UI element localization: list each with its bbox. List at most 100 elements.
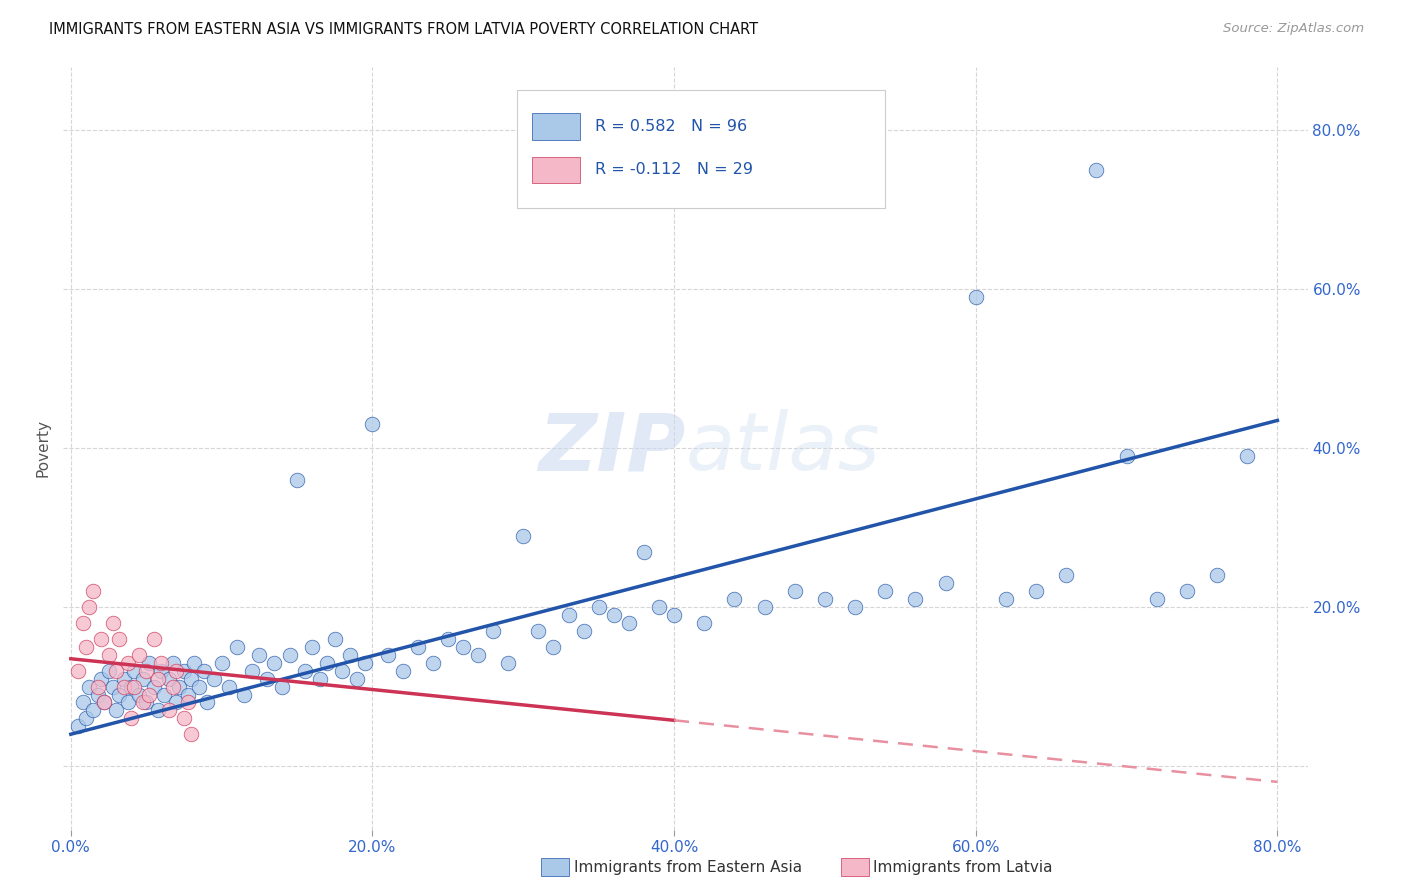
Point xyxy=(117,656,139,670)
Point xyxy=(148,703,170,717)
Point xyxy=(195,695,218,709)
Point xyxy=(512,528,534,542)
Point xyxy=(90,672,112,686)
Point xyxy=(87,680,110,694)
Point xyxy=(316,656,339,670)
Point xyxy=(67,664,90,678)
Point xyxy=(105,703,128,717)
Bar xyxy=(533,113,579,140)
Point xyxy=(138,656,160,670)
Point xyxy=(77,600,100,615)
Point xyxy=(723,592,745,607)
Point xyxy=(339,648,361,662)
Point xyxy=(323,632,346,646)
Point xyxy=(97,648,120,662)
Point xyxy=(467,648,489,662)
Point xyxy=(572,624,595,638)
Point xyxy=(346,672,368,686)
Y-axis label: Poverty: Poverty xyxy=(35,419,51,477)
Point xyxy=(117,695,139,709)
Text: R = -0.112   N = 29: R = -0.112 N = 29 xyxy=(595,162,752,178)
Point xyxy=(965,290,987,304)
Point xyxy=(142,680,165,694)
Point xyxy=(648,600,671,615)
Point xyxy=(67,719,90,733)
Point xyxy=(108,632,131,646)
Text: Source: ZipAtlas.com: Source: ZipAtlas.com xyxy=(1223,22,1364,36)
Text: ZIP: ZIP xyxy=(538,409,686,487)
Point xyxy=(1054,568,1077,582)
Point xyxy=(330,664,353,678)
Text: IMMIGRANTS FROM EASTERN ASIA VS IMMIGRANTS FROM LATVIA POVERTY CORRELATION CHART: IMMIGRANTS FROM EASTERN ASIA VS IMMIGRAN… xyxy=(49,22,758,37)
Point xyxy=(97,664,120,678)
Point xyxy=(112,672,135,686)
Point xyxy=(422,656,444,670)
Point xyxy=(75,640,97,654)
Point xyxy=(225,640,247,654)
Point xyxy=(218,680,240,694)
Point xyxy=(603,608,626,623)
Text: atlas: atlas xyxy=(686,409,880,487)
Point xyxy=(633,544,655,558)
Point xyxy=(177,688,200,702)
Point xyxy=(482,624,505,638)
Point xyxy=(377,648,399,662)
Point xyxy=(162,656,184,670)
Point xyxy=(202,672,225,686)
Point xyxy=(754,600,776,615)
Point xyxy=(183,656,205,670)
Point xyxy=(256,672,278,686)
Point xyxy=(108,688,131,702)
Point xyxy=(180,672,202,686)
Point xyxy=(122,664,145,678)
Point xyxy=(101,680,124,694)
Point xyxy=(496,656,519,670)
FancyBboxPatch shape xyxy=(517,90,884,208)
Point xyxy=(157,672,180,686)
Point xyxy=(138,688,160,702)
Point xyxy=(157,703,180,717)
Bar xyxy=(533,156,579,183)
Point xyxy=(301,640,323,654)
Point xyxy=(93,695,115,709)
Point xyxy=(165,664,187,678)
Text: R = 0.582   N = 96: R = 0.582 N = 96 xyxy=(595,119,747,134)
Point xyxy=(90,632,112,646)
Point xyxy=(354,656,377,670)
Point xyxy=(693,615,716,630)
Point xyxy=(935,576,957,591)
Point xyxy=(875,584,897,599)
Point xyxy=(135,664,157,678)
Point xyxy=(82,703,104,717)
Point xyxy=(271,680,294,694)
Point xyxy=(150,656,173,670)
Point xyxy=(93,695,115,709)
Point xyxy=(132,672,155,686)
Point xyxy=(247,648,270,662)
Point xyxy=(285,473,308,487)
Point xyxy=(72,695,94,709)
Point xyxy=(1085,163,1108,178)
Point xyxy=(994,592,1017,607)
Point xyxy=(122,680,145,694)
Point xyxy=(101,615,124,630)
Point xyxy=(617,615,640,630)
Point xyxy=(294,664,316,678)
Point xyxy=(135,695,157,709)
Point xyxy=(844,600,866,615)
Point xyxy=(361,417,384,432)
Point xyxy=(173,664,195,678)
Point xyxy=(904,592,927,607)
Point xyxy=(87,688,110,702)
Point xyxy=(451,640,474,654)
Point xyxy=(391,664,413,678)
Point xyxy=(173,711,195,725)
Point xyxy=(211,656,233,670)
Text: Immigrants from Latvia: Immigrants from Latvia xyxy=(873,860,1053,874)
Point xyxy=(278,648,301,662)
Point xyxy=(783,584,806,599)
Point xyxy=(169,680,191,694)
Point xyxy=(263,656,285,670)
Point xyxy=(308,672,330,686)
Point xyxy=(165,695,187,709)
